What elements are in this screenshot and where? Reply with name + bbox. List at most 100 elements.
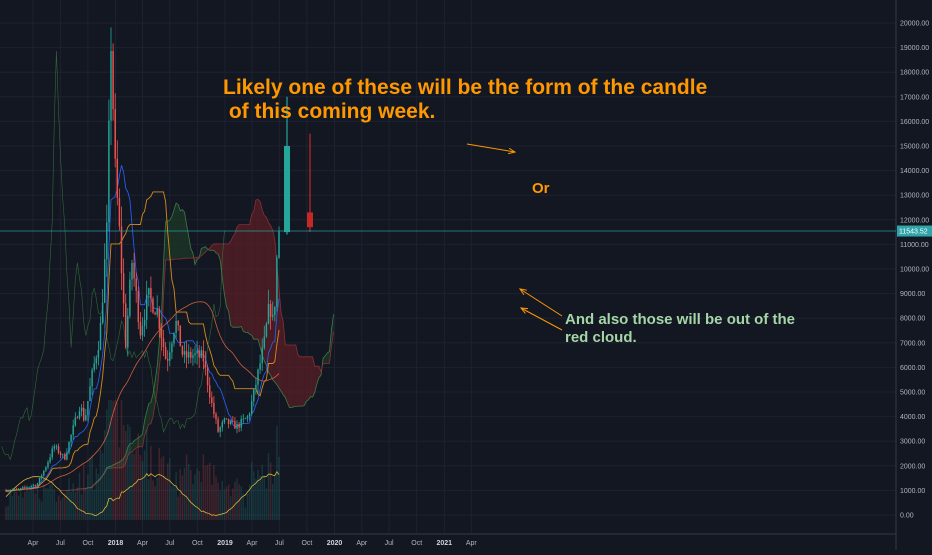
volume-bar [58,496,59,520]
volume-bar [264,475,265,520]
volume-bar [213,465,214,520]
candle-body [196,351,197,354]
candle-body [117,159,118,198]
candle-body [70,435,71,442]
candle-body [253,389,254,401]
candle-body [100,323,101,350]
volume-bar [135,449,136,520]
volume-bar [196,469,197,520]
cloud-segment-bearish [233,234,235,328]
candle-body [51,449,52,458]
volume-bar [245,507,246,520]
candle-body [106,222,107,259]
candle-bearish[interactable] [180,325,181,346]
candle-bullish[interactable] [276,255,277,311]
x-tick-label: Apr [466,540,478,547]
y-tick-label: 10000.00 [900,267,929,274]
candle-body [133,263,134,279]
candle-body [198,351,199,358]
candle-body [30,486,31,487]
y-tick-label: 5000.00 [900,390,925,397]
cloud-segment-bearish [241,225,243,332]
volume-bar [5,507,6,520]
annotation-line-2: of this coming week. [223,100,435,123]
volume-bar [278,457,279,520]
volume-bar [219,491,220,520]
volume-bar [224,489,225,520]
x-tick-label: Oct [301,540,312,547]
y-tick-label: 6000.00 [900,365,925,372]
volume-bar [140,455,141,520]
candle-body [85,415,86,420]
candle-body [230,421,231,424]
candle-body [54,446,55,448]
volume-bar [66,490,67,520]
volume-bar [102,453,103,520]
candle-bullish[interactable] [266,322,267,338]
volume-bar [171,486,172,520]
candle-body [112,51,113,109]
candle-body [268,304,269,324]
volume-bar [22,498,23,520]
volume-bar [72,483,73,520]
candle-body [49,457,50,462]
volume-bar [127,424,128,520]
candle-body [91,370,92,387]
candle-body [173,333,174,343]
y-tick-label: 12000.00 [900,217,929,224]
volume-bar [207,465,208,520]
candle-body [171,343,172,352]
volume-bar [232,489,233,520]
candle-body [184,351,185,354]
candle-body [177,321,178,325]
cloud-segment-bearish [248,225,250,335]
candle-body [37,484,38,486]
volume-bar [266,489,267,520]
volume-bar [56,502,57,520]
volume-bar [12,496,13,520]
volume-bar [228,485,229,520]
cloud-segment-bearish [258,199,260,346]
candle-body [276,258,277,307]
candle-body [165,347,166,359]
volume-bar [152,480,153,520]
candle-body [163,338,164,347]
volume-bar [91,455,92,520]
y-tick-label: 7000.00 [900,340,925,347]
x-tick-label: Jul [385,540,394,547]
volume-bar [217,482,218,520]
cloud-segment-bullish [178,205,180,259]
y-tick-label: 9000.00 [900,291,925,298]
candle-body [43,471,44,476]
candle-body [60,453,61,455]
y-tick-label: 4000.00 [900,414,925,421]
y-tick-label: 3000.00 [900,439,925,446]
candle-body [14,489,15,490]
candle-body [175,321,176,333]
volume-bar [175,472,176,520]
volume-bar [154,486,155,520]
candle-body [127,316,128,348]
price-axis[interactable]: 0.001000.002000.003000.004000.005000.006… [900,21,929,520]
y-tick-label: 13000.00 [900,193,929,200]
volume-bar [234,482,235,520]
volume-bar [184,468,185,520]
candle-bearish[interactable] [112,43,113,120]
cloud-segment-bearish [256,199,258,339]
candle-body [121,226,122,273]
candle-bearish[interactable] [152,296,153,313]
volume-bar [112,401,113,520]
volume-bar [150,446,151,520]
cloud-segment-bearish [231,237,233,327]
x-tick-label: Apr [356,540,368,547]
candle-bullish[interactable] [68,441,69,454]
volume-bar [182,475,183,520]
candle-body [156,309,157,315]
candle-body [22,487,23,488]
candle-bullish[interactable] [39,478,40,485]
candle-body [259,363,260,369]
candle-body [167,359,168,361]
volume-bar [226,487,227,520]
